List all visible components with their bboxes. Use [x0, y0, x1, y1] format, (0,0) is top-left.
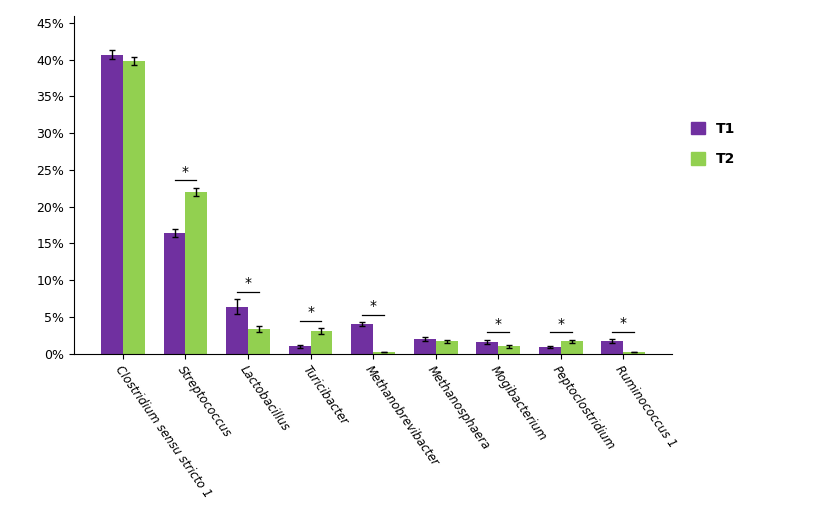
Bar — [560, 341, 582, 354]
Bar — [226, 307, 247, 354]
Bar — [373, 352, 395, 354]
Text: *: * — [244, 277, 251, 290]
Bar — [600, 341, 622, 354]
Text: *: * — [557, 317, 563, 331]
Text: *: * — [619, 316, 626, 330]
Bar — [622, 352, 645, 354]
Bar — [101, 55, 123, 354]
Bar — [351, 324, 373, 354]
Bar — [247, 329, 269, 354]
Bar — [435, 341, 457, 354]
Legend: T1, T2: T1, T2 — [685, 116, 740, 172]
Bar — [498, 346, 519, 354]
Bar — [185, 192, 207, 354]
Text: *: * — [494, 317, 501, 331]
Bar — [288, 346, 310, 354]
Bar — [163, 233, 185, 354]
Bar — [538, 347, 560, 354]
Bar — [123, 61, 145, 354]
Text: *: * — [182, 165, 188, 179]
Text: *: * — [369, 299, 376, 313]
Bar — [310, 331, 332, 354]
Bar — [476, 342, 498, 354]
Bar — [414, 339, 435, 354]
Text: *: * — [306, 305, 314, 319]
